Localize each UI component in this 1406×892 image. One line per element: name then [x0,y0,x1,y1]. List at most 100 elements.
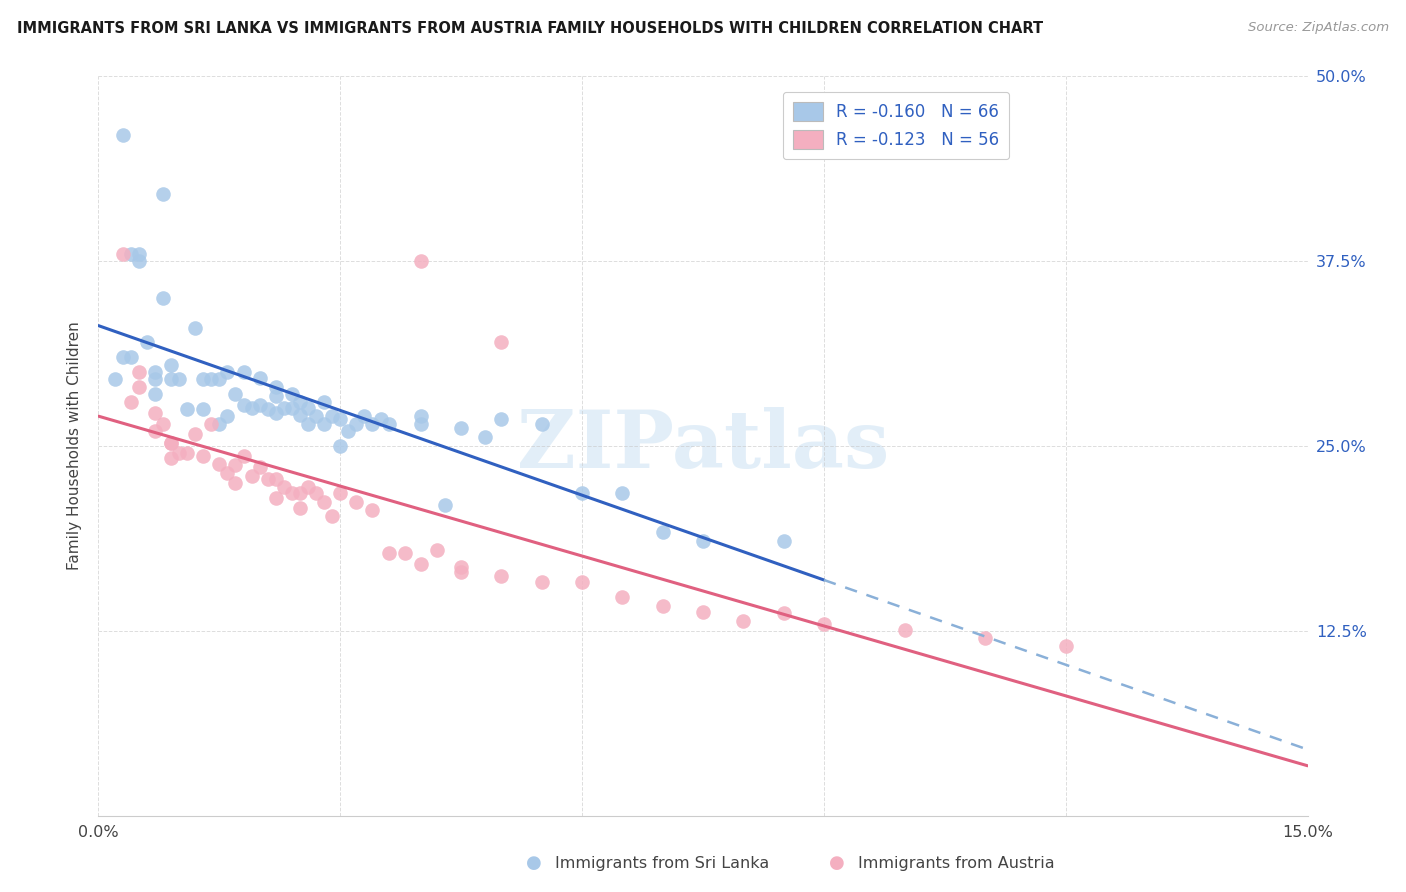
Point [692,605,714,619]
Point [974,632,997,646]
Point [281,387,304,401]
Point [288,486,311,500]
Point [337,424,360,438]
Point [128,253,150,268]
Point [491,335,513,350]
Point [176,401,198,416]
Point [314,495,336,509]
Point [281,486,304,500]
Point [128,365,150,379]
Point [344,495,367,509]
Point [167,372,190,386]
Point [152,187,174,202]
Point [409,409,432,424]
Point [651,524,673,539]
Point [409,253,432,268]
Point [120,246,142,260]
Point [394,546,416,560]
Text: Immigrants from Sri Lanka: Immigrants from Sri Lanka [555,856,769,871]
Point [353,409,375,424]
Point [491,569,513,583]
Point [249,398,271,412]
Point [571,575,593,590]
Point [160,436,183,450]
Legend: R = -0.160   N = 66, R = -0.123   N = 56: R = -0.160 N = 66, R = -0.123 N = 56 [783,92,1010,160]
Point [772,533,794,548]
Point [249,371,271,385]
Point [135,335,157,350]
Point [344,417,367,431]
Text: IMMIGRANTS FROM SRI LANKA VS IMMIGRANTS FROM AUSTRIA FAMILY HOUSEHOLDS WITH CHIL: IMMIGRANTS FROM SRI LANKA VS IMMIGRANTS … [17,21,1043,37]
Point [224,387,246,401]
Point [193,450,215,464]
Point [160,358,183,372]
Text: ●: ● [828,855,845,872]
Point [200,417,222,431]
Point [450,565,472,579]
Point [160,372,183,386]
Point [240,401,263,415]
Point [571,486,593,500]
Point [491,412,513,426]
Point [264,406,287,420]
Point [612,590,634,604]
Point [329,412,352,426]
Point [232,450,254,464]
Point [813,616,835,631]
Point [256,401,278,416]
Point [232,365,254,379]
Point [264,380,287,394]
Point [329,439,352,453]
Point [361,417,384,431]
Point [111,128,134,142]
Point [143,387,166,401]
Point [264,472,287,486]
Point [143,406,166,420]
Point [426,542,449,557]
Point [208,457,231,471]
Point [224,458,246,473]
Point [103,372,125,386]
Point [377,546,399,560]
Point [217,466,239,480]
Point [160,450,183,465]
Point [288,501,311,516]
Point [450,560,472,574]
Point [297,417,319,431]
Point [152,291,174,305]
Point [128,246,150,260]
Point [288,408,311,422]
Point [249,459,271,474]
Text: ●: ● [526,855,543,872]
Point [120,394,142,409]
Point [193,401,215,416]
Point [184,427,207,442]
Point [111,246,134,260]
Point [314,417,336,431]
Point [184,320,207,334]
Point [160,436,183,450]
Point [232,398,254,412]
Point [329,486,352,500]
Point [370,412,392,426]
Point [361,502,384,516]
Point [297,401,319,415]
Point [314,394,336,409]
Point [434,498,457,512]
Point [733,614,755,628]
Point [143,372,166,386]
Point [120,350,142,364]
Point [281,401,304,415]
Point [128,380,150,394]
Point [167,446,190,460]
Point [321,409,343,424]
Point [305,409,328,424]
Point [240,468,263,483]
Point [893,623,915,637]
Point [176,446,198,460]
Text: ZIPatlas: ZIPatlas [517,407,889,485]
Point [224,475,246,490]
Point [200,372,222,386]
Point [208,417,231,431]
Point [1054,639,1077,653]
